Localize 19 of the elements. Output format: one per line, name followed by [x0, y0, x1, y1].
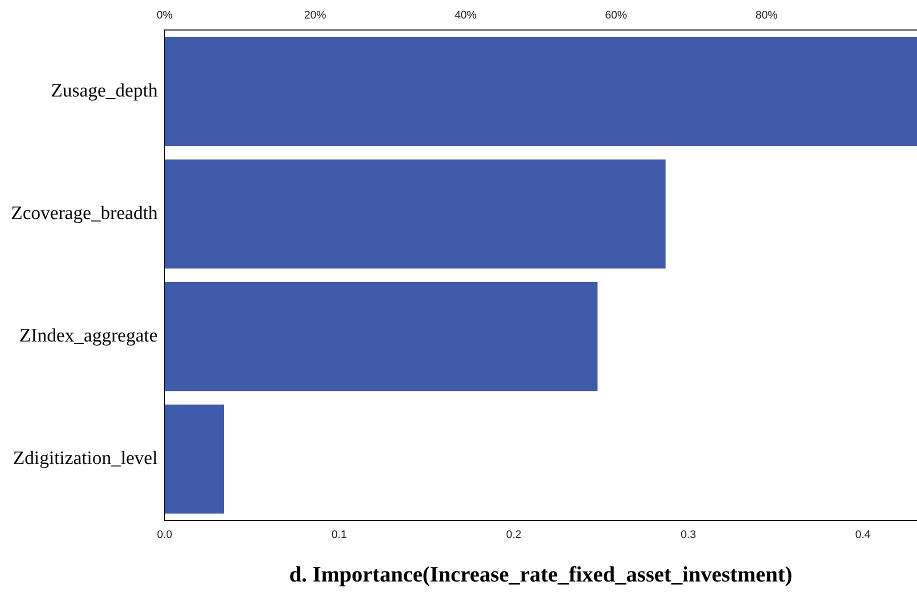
x2-tick-label: 60% — [605, 10, 628, 22]
x-tick-label: 0.1 — [332, 529, 347, 542]
x-tick-label: 0.2 — [506, 529, 522, 542]
x-axis-title: d. Importance(Increase_rate_fixed_asset_investment) — [289, 561, 792, 586]
bar — [164, 404, 224, 514]
y-tick-label: Zusage_depth — [51, 80, 158, 102]
x2-tick-label: 20% — [304, 10, 326, 22]
bar — [164, 36, 917, 146]
y-tick-label: ZIndex_aggregate — [19, 326, 158, 347]
y-tick-label: Zcoverage_breadth — [10, 203, 158, 224]
x2-tick-label: 0% — [156, 10, 173, 22]
x2-tick-label: 80% — [756, 10, 778, 22]
y-tick-label: Zdigitization_level — [13, 448, 158, 470]
x2-tick-label: 40% — [454, 10, 477, 22]
x-tick-label: 0.4 — [855, 529, 871, 542]
x-tick-label: 0.0 — [156, 529, 172, 542]
bar — [164, 159, 666, 269]
bar — [164, 282, 598, 392]
x-tick-label: 0.3 — [680, 529, 696, 542]
